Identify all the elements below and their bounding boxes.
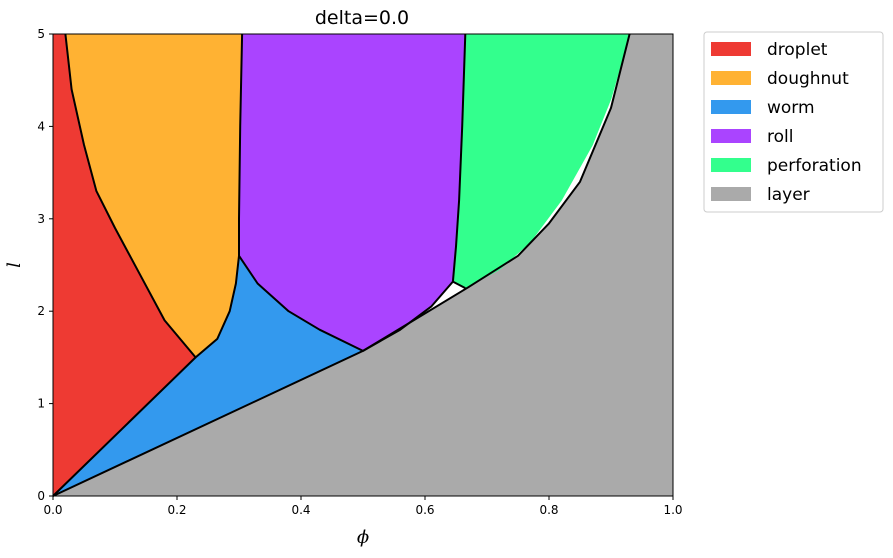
plot-regions: [52, 33, 674, 497]
legend-swatch-worm: [711, 100, 751, 114]
x-tick-label: 0.8: [539, 503, 558, 517]
y-axis-label: l: [4, 262, 25, 268]
plot-frame: [52, 33, 674, 497]
legend-swatch-layer: [711, 187, 751, 201]
y-tick-label: 0: [37, 489, 45, 503]
phase-boundaries: [52, 33, 631, 497]
y-tick-label: 2: [37, 304, 45, 318]
legend-swatch-droplet: [711, 42, 751, 56]
y-tick-label: 1: [37, 397, 45, 411]
x-tick-label: 0.2: [167, 503, 186, 517]
x-tick-label: 0.4: [291, 503, 310, 517]
legend-label-doughnut: doughnut: [767, 69, 849, 89]
boundary-line-3: [238, 33, 467, 352]
boundary-line-1: [52, 356, 197, 497]
legend-swatch-perforation: [711, 158, 751, 172]
legend-label-worm: worm: [767, 98, 815, 118]
legend-label-perforation: perforation: [767, 156, 862, 176]
y-tick-label: 3: [37, 212, 45, 226]
x-tick-label: 1.0: [663, 503, 682, 517]
y-tick-label: 4: [37, 119, 45, 133]
x-tick-label: 0.0: [43, 503, 62, 517]
x-tick-label: 0.6: [415, 503, 434, 517]
x-axis-label: ϕ: [357, 527, 369, 548]
chart-title: delta=0.0: [315, 7, 409, 29]
legend-label-droplet: droplet: [767, 40, 828, 60]
boundary-line-4: [452, 280, 466, 289]
boundary-line-2: [64, 33, 244, 359]
legend: droplet doughnut worm roll perforation layer: [703, 31, 884, 213]
y-axis-ticks: 0 1 2 3 4 5: [37, 27, 53, 503]
y-tick-label: 5: [37, 27, 45, 41]
legend-label-layer: layer: [767, 185, 810, 205]
legend-label-roll: roll: [767, 127, 793, 147]
legend-swatch-doughnut: [711, 71, 751, 85]
x-axis-ticks: 0.0 0.2 0.4 0.6 0.8 1.0: [43, 496, 683, 517]
legend-swatch-roll: [711, 129, 751, 143]
